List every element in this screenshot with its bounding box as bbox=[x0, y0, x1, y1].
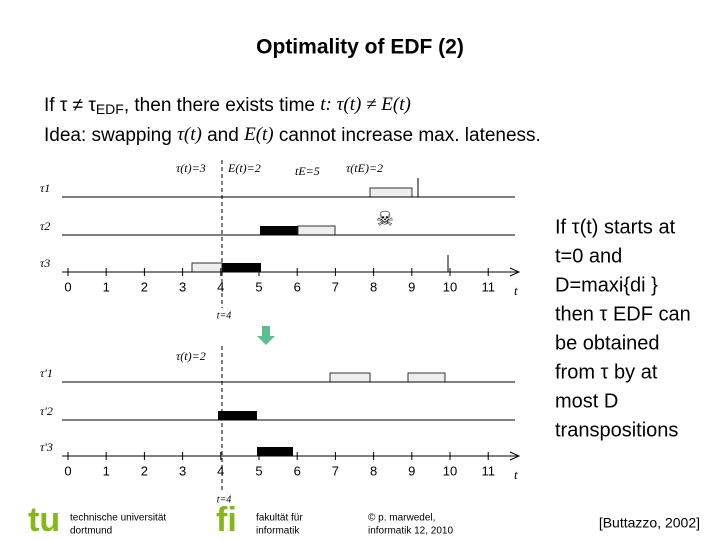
axis-label: t bbox=[514, 283, 518, 298]
text: and bbox=[202, 125, 244, 146]
job bbox=[257, 447, 293, 456]
tick-label: 6 bbox=[294, 463, 301, 478]
tick-label: 11 bbox=[481, 279, 495, 294]
row-label: τ'1 bbox=[40, 366, 53, 380]
job bbox=[329, 372, 371, 383]
tick-label: 4 bbox=[217, 279, 224, 294]
annotation: τ(t)=3 bbox=[176, 161, 206, 175]
axis-arrow bbox=[509, 267, 521, 277]
tick-label: 3 bbox=[179, 463, 186, 478]
marker-label: t=4 bbox=[217, 494, 232, 505]
job bbox=[369, 187, 413, 198]
tick-label: 6 bbox=[294, 279, 301, 294]
job bbox=[407, 372, 446, 383]
tick-label: 4 bbox=[217, 463, 224, 478]
skull-icon: ☠ bbox=[376, 208, 394, 230]
footer-text: © p. marwedel, bbox=[368, 513, 435, 524]
side-line: D=maxi{di } bbox=[555, 274, 658, 296]
math: E(t) bbox=[243, 124, 274, 145]
footer-text: informatik 12, 2010 bbox=[368, 526, 453, 537]
math: t: τ(t) ≠ E(t) bbox=[320, 94, 411, 115]
axis-arrow bbox=[509, 451, 521, 461]
tick-label: 3 bbox=[179, 279, 186, 294]
job bbox=[222, 263, 261, 272]
tu-logo: tu bbox=[28, 501, 60, 539]
row-label: τ3 bbox=[40, 256, 50, 270]
tick-label: 2 bbox=[141, 463, 148, 478]
bottom-diagram: τ(t)=2 τ'1 τ'2 τ'3 0 1 2 3 4 5 6 7 8 9 10 11 t t=4 bbox=[40, 346, 521, 505]
tick-label: 8 bbox=[370, 463, 377, 478]
annotation: E(t)=2 bbox=[227, 161, 261, 175]
side-line: transpositions bbox=[555, 419, 678, 441]
tick-label: 9 bbox=[408, 279, 415, 294]
row-label: τ1 bbox=[40, 181, 50, 195]
footer-text: technische universität bbox=[70, 513, 166, 524]
tick-label: 7 bbox=[332, 463, 339, 478]
fi-logo: fi bbox=[216, 501, 237, 539]
text: , then there exists time bbox=[124, 95, 320, 116]
tick-label: 5 bbox=[255, 279, 262, 294]
annotation: tE=5 bbox=[295, 164, 320, 178]
side-line: be obtained bbox=[555, 332, 660, 354]
footer-text: informatik bbox=[256, 526, 300, 537]
side-line: from τ by at bbox=[555, 361, 658, 383]
footer-text: dortmund bbox=[70, 526, 112, 537]
tick-label: 7 bbox=[332, 279, 339, 294]
job bbox=[260, 226, 298, 235]
row-label: τ2 bbox=[40, 219, 50, 233]
citation: [Buttazzo, 2002] bbox=[599, 515, 700, 531]
math: τ(t) bbox=[177, 124, 202, 145]
annotation: τ(tE)=2 bbox=[346, 161, 383, 175]
row-label: τ'3 bbox=[40, 440, 53, 454]
text: cannot increase max. lateness. bbox=[274, 125, 541, 146]
tick-label: 10 bbox=[443, 279, 457, 294]
subscript: EDF bbox=[96, 101, 124, 117]
tick-label: 8 bbox=[370, 279, 377, 294]
side-line: t=0 and bbox=[555, 245, 622, 267]
line1: If τ ≠ τEDF, then there exists time t: τ… bbox=[44, 94, 411, 116]
annotation: τ(t)=2 bbox=[176, 349, 206, 363]
job bbox=[218, 411, 257, 420]
marker-label: t=4 bbox=[217, 310, 232, 321]
tick-label: 1 bbox=[103, 279, 110, 294]
footer-text: fakultät für bbox=[256, 513, 303, 524]
tick-label: 10 bbox=[443, 463, 457, 478]
title: Optimality of EDF (2) bbox=[256, 36, 464, 59]
row-label: τ'2 bbox=[40, 404, 53, 418]
axis-label: t bbox=[514, 467, 518, 482]
green-arrow bbox=[257, 326, 275, 345]
text: Idea: swapping bbox=[44, 125, 177, 146]
side-line: then τ EDF can bbox=[555, 303, 691, 325]
tick-label: 2 bbox=[141, 279, 148, 294]
tick-label: 9 bbox=[408, 463, 415, 478]
tick-label: 0 bbox=[64, 279, 71, 294]
tick-label: 0 bbox=[64, 463, 71, 478]
tick-label: 11 bbox=[481, 463, 495, 478]
tick-label: 5 bbox=[255, 463, 262, 478]
side-text: If τ(t) starts at t=0 and D=maxi{di } then … bbox=[555, 216, 691, 441]
side-line: If τ(t) starts at bbox=[555, 216, 676, 238]
job bbox=[297, 225, 336, 236]
job bbox=[191, 262, 223, 273]
side-line: most D bbox=[555, 390, 618, 412]
text: If τ ≠ τ bbox=[44, 95, 96, 116]
top-diagram: τ(t)=3 E(t)=2 tE=5 τ(tE)=2 ☠ τ1 τ2 τ3 0 1 2 3 4… bbox=[40, 160, 521, 321]
line2: Idea: swapping τ(t) and E(t) cannot incr… bbox=[44, 124, 541, 146]
tick-label: 1 bbox=[103, 463, 110, 478]
